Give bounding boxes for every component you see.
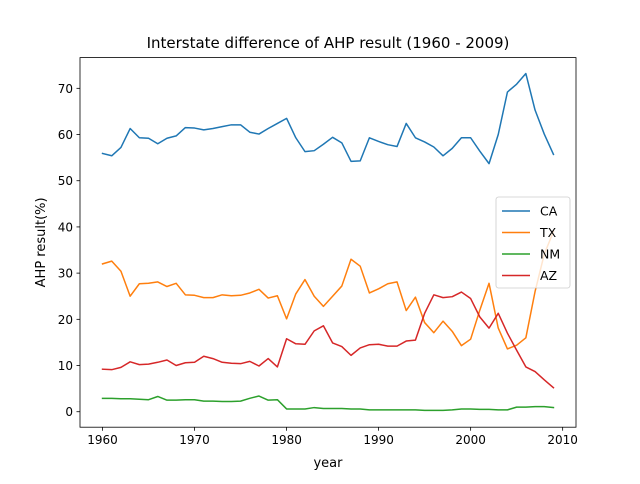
x-tick-label: 1990 <box>363 433 394 447</box>
legend-label-az: AZ <box>540 268 557 283</box>
series-line-nm <box>101 395 555 412</box>
legend-label-tx: TX <box>539 225 557 240</box>
series-layer <box>101 72 555 412</box>
y-tick-label: 0 <box>65 405 73 419</box>
legend-box <box>495 196 571 289</box>
x-tick-label: 2010 <box>547 433 578 447</box>
y-tick-label: 50 <box>58 174 73 188</box>
series-line-az <box>101 291 555 389</box>
x-tick-label: 2000 <box>455 433 486 447</box>
y-tick-label: 20 <box>58 313 73 327</box>
x-axis: 1960 1970 1980 1990 2000 2010 <box>87 427 578 447</box>
y-tick-label: 60 <box>58 128 73 142</box>
legend: CA TX NM AZ <box>495 196 571 289</box>
x-tick-label: 1960 <box>87 433 118 447</box>
x-axis-label: year <box>313 456 343 471</box>
legend-label-ca: CA <box>540 204 558 219</box>
x-tick-label: 1970 <box>179 433 210 447</box>
legend-label-nm: NM <box>540 247 560 262</box>
plot-frame <box>79 57 577 428</box>
x-tick-label: 1980 <box>271 433 302 447</box>
series-line-ca <box>101 72 555 165</box>
y-tick-label: 10 <box>58 359 73 373</box>
y-tick-label: 30 <box>58 267 73 281</box>
y-axis-label: AHP result(%) <box>34 197 49 287</box>
chart-title: Interstate difference of AHP result (196… <box>147 34 510 52</box>
y-axis: 0 10 20 30 40 50 60 70 <box>58 82 80 419</box>
y-tick-label: 40 <box>58 220 73 234</box>
y-tick-label: 70 <box>58 82 73 96</box>
